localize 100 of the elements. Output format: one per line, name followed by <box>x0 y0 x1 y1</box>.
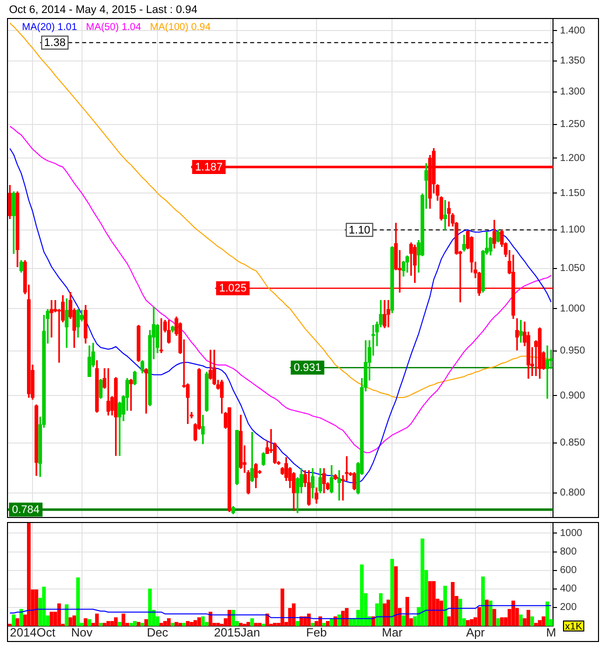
bar <box>258 622 262 626</box>
bar <box>64 604 68 626</box>
bar <box>50 612 54 626</box>
bar <box>534 622 538 626</box>
y-tick-label: 800 <box>560 546 578 558</box>
y-tick-label: 0.850 <box>560 438 586 449</box>
bar <box>484 600 489 626</box>
bar <box>292 603 296 626</box>
y-tick-label: 1.350 <box>560 56 586 66</box>
bar <box>500 617 504 626</box>
bar <box>545 602 550 626</box>
bar <box>344 608 349 626</box>
ref-line-label: 1.10 <box>348 224 370 236</box>
y-tick-label: 1.200 <box>560 152 586 164</box>
y-tick-label: 1.300 <box>560 86 586 98</box>
bar <box>390 558 394 626</box>
bar <box>443 586 447 626</box>
y-tick-label: 400 <box>560 584 578 595</box>
x-tick-label: 2014Oct <box>10 625 56 640</box>
bar <box>477 607 482 626</box>
y-tick-label: 1.050 <box>560 263 586 274</box>
y-tick-label: 1.150 <box>560 188 586 199</box>
bar <box>72 615 76 626</box>
bar <box>440 600 444 626</box>
bar <box>488 600 492 626</box>
bar <box>163 621 167 626</box>
bar <box>341 610 345 626</box>
bar <box>310 622 314 626</box>
bar <box>326 621 330 626</box>
bar <box>12 614 16 626</box>
bar <box>470 619 474 626</box>
bar <box>538 620 542 626</box>
bar <box>450 582 455 626</box>
bar <box>526 610 530 626</box>
x-tick-label: 2015Jan <box>214 625 260 640</box>
y-tick-label: 1.000 <box>560 303 586 314</box>
bar <box>159 622 164 626</box>
bar <box>106 621 110 626</box>
bar <box>272 622 277 626</box>
bar <box>322 622 326 626</box>
bar <box>382 603 386 626</box>
bar <box>208 612 212 626</box>
bar <box>492 608 496 626</box>
bar <box>201 616 205 626</box>
bar <box>84 618 88 626</box>
bar <box>394 566 398 626</box>
candlestick <box>515 318 519 350</box>
bar <box>88 619 92 626</box>
y-tick-label: 600 <box>560 565 578 576</box>
bar <box>402 615 406 626</box>
bar <box>466 620 470 626</box>
candlestick <box>447 202 451 226</box>
bar <box>95 614 99 626</box>
bar <box>114 617 118 626</box>
x-tick-label: Feb <box>306 625 328 640</box>
bar <box>19 608 24 626</box>
bar <box>458 598 462 626</box>
bar <box>57 603 61 626</box>
bar <box>420 538 424 626</box>
y-tick-label: 1000 <box>560 528 583 539</box>
y-tick-label: 200 <box>560 602 578 614</box>
bar <box>174 622 178 626</box>
bar <box>432 581 436 626</box>
ref-line-label: 1.187 <box>195 162 223 174</box>
bar <box>76 577 80 626</box>
bar <box>118 622 122 626</box>
x-tick-label: Dec <box>146 625 168 640</box>
bar <box>530 616 534 626</box>
bar <box>186 621 190 626</box>
bar <box>378 593 383 626</box>
bar <box>190 622 194 626</box>
bar <box>216 622 220 626</box>
bar <box>110 621 114 626</box>
bar <box>246 622 250 626</box>
y-tick-label: 0.800 <box>560 488 586 499</box>
bar <box>182 622 186 626</box>
x-tick-label: Mar <box>382 625 402 640</box>
bar <box>360 564 364 626</box>
ref-line-label: 0.784 <box>12 504 40 516</box>
bar <box>34 589 38 626</box>
bar <box>405 596 410 626</box>
bar <box>280 588 284 626</box>
bar <box>481 576 485 626</box>
y-tick-label: 1.250 <box>560 119 586 130</box>
candlestick <box>50 300 54 338</box>
bar <box>42 586 46 626</box>
text: MA(20) 1.01 <box>22 22 78 33</box>
bar <box>170 622 174 626</box>
bar <box>102 622 106 626</box>
bar <box>140 622 144 626</box>
y-tick-label: 0.900 <box>560 390 586 402</box>
bar <box>542 616 546 626</box>
bar <box>132 621 137 626</box>
bar <box>238 622 243 626</box>
bar <box>386 600 390 626</box>
bar <box>122 614 126 626</box>
bar <box>496 618 500 626</box>
bar <box>136 622 140 626</box>
bar <box>129 622 133 626</box>
text: MA(100) 0.94 <box>150 22 212 33</box>
